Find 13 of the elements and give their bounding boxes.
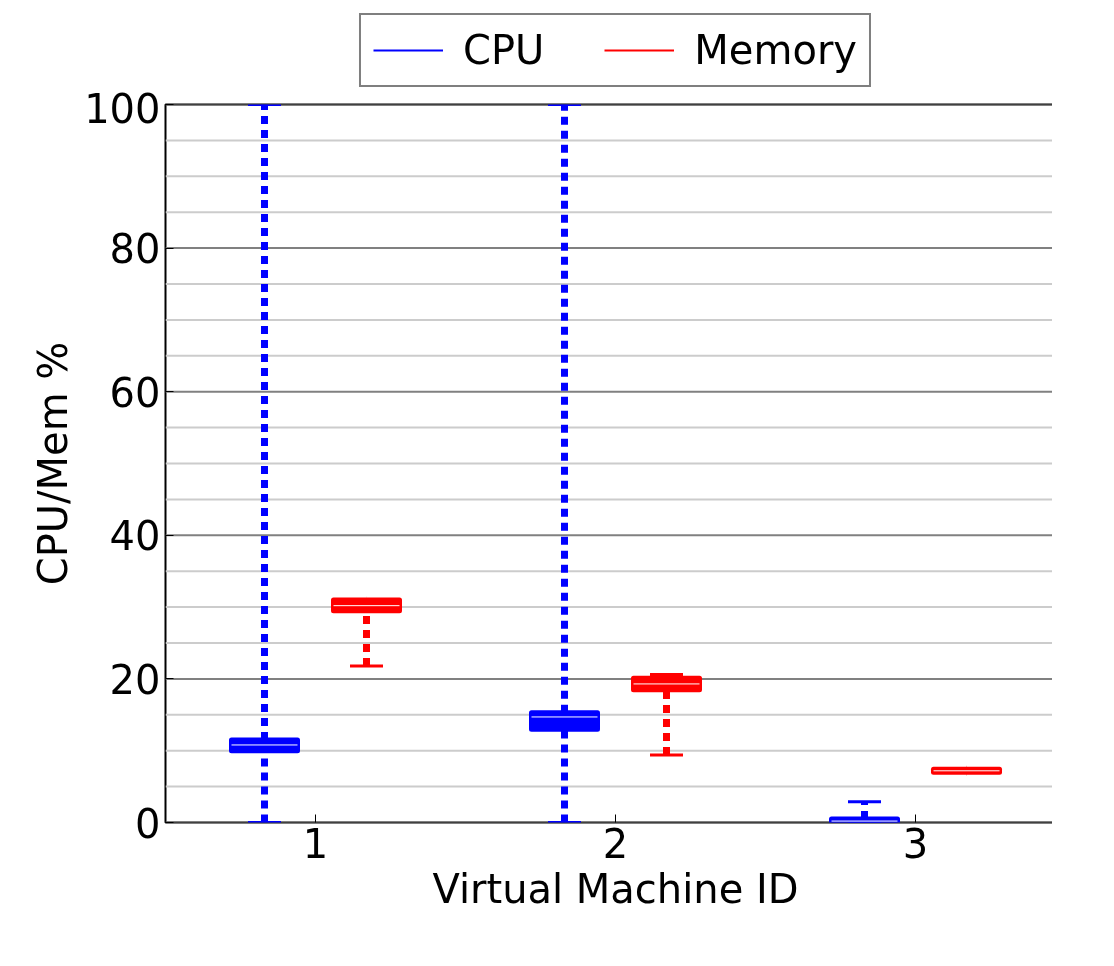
x-tick-label: 1 [302, 820, 329, 867]
y-tick-label: 20 [109, 656, 161, 703]
y-tick-label: 40 [109, 513, 161, 560]
y-axis-title: CPU/Mem % [30, 341, 77, 586]
legend-label: CPU [462, 27, 545, 73]
x-tick-label: 2 [602, 820, 629, 867]
x-tick-label: 3 [902, 820, 929, 867]
y-tick-label: 100 [84, 85, 161, 132]
x-axis-title: Virtual Machine ID [432, 865, 799, 912]
legend-label: Memory [694, 27, 858, 73]
y-tick-label: 0 [135, 800, 161, 847]
y-tick-label: 80 [109, 226, 161, 273]
y-tick-label: 60 [109, 369, 161, 416]
